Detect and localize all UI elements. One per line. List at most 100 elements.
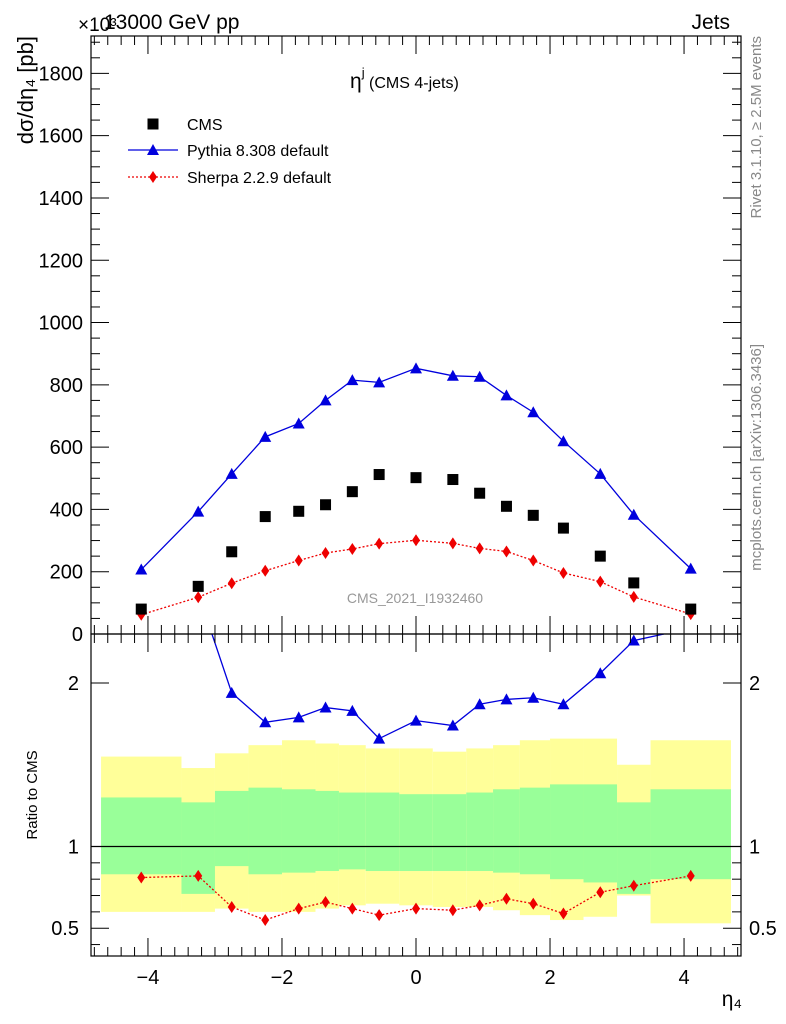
pythia-ratio-point — [557, 698, 570, 710]
pythia-ratio-point — [259, 716, 272, 728]
uncertainty-band-inner — [315, 790, 339, 872]
sherpa-point — [475, 542, 484, 555]
uncertainty-band-inner — [617, 802, 651, 894]
plot-title-suffix: (CMS 4-jets) — [365, 75, 459, 92]
x-tick-label: 2 — [544, 967, 555, 989]
x-tick-label: −4 — [137, 967, 160, 989]
cms-point — [226, 546, 238, 558]
sherpa-ratio-point — [412, 902, 420, 915]
uncertainty-band-inner — [365, 792, 400, 872]
ratio-panel: 0.5 0.5 1 1 2 2 −4 −2 0 2 4 — [51, 633, 777, 989]
x-tick-label: 0 — [410, 967, 421, 989]
y-tick-label: 1800 — [39, 63, 84, 85]
pythia-point — [627, 508, 640, 520]
ratio-y-tick-label-left: 2 — [68, 673, 79, 695]
pythia-point — [192, 505, 205, 517]
sherpa-point — [261, 564, 270, 577]
pythia-ratio-point — [373, 732, 386, 744]
main-y-axis-title: dσ/dη₄ [pb] — [13, 36, 38, 144]
legend-label: CMS — [187, 117, 223, 134]
sherpa-ratio-point — [227, 900, 236, 913]
plot-title-main: η — [350, 70, 362, 93]
ratio-plot-area — [91, 634, 741, 927]
uncertainty-band-inner — [466, 792, 494, 872]
sherpa-point — [529, 554, 538, 567]
pythia-point — [319, 394, 332, 406]
y-tick-label: 1000 — [39, 313, 84, 335]
x-tick-label: 4 — [678, 967, 689, 989]
ratio-y-tick-label-right: 2 — [749, 673, 760, 695]
uncertainty-band-inner — [550, 784, 584, 880]
y-tick-label: 200 — [50, 562, 83, 584]
pythia-ratio-line — [154, 634, 665, 740]
sherpa-ratio-point — [348, 902, 357, 915]
ratio-y-tick-label-right: 0.5 — [749, 918, 777, 940]
process-label: 13000 GeV pp — [104, 11, 239, 34]
y-tick-label: 800 — [50, 375, 83, 397]
uncertainty-band-inner — [338, 792, 366, 870]
pythia-point — [473, 370, 486, 382]
ratio-frame — [90, 633, 742, 957]
sherpa-point — [448, 537, 457, 550]
cms-point — [628, 577, 640, 589]
sherpa-point — [559, 566, 568, 579]
y-tick-label: 1200 — [39, 250, 84, 272]
uncertainty-band-inner — [101, 797, 182, 875]
legend-pythia-marker — [147, 144, 159, 155]
pythia-point — [446, 369, 459, 381]
sherpa-point — [227, 577, 236, 590]
x-axis-title: η₄ — [722, 988, 742, 1011]
uncertainty-band-inner — [519, 787, 551, 875]
pythia-ratio-point — [346, 704, 359, 716]
sherpa-point — [348, 542, 357, 555]
cms-point — [527, 509, 539, 521]
main-panel: 0 200 400 600 800 1000 1200 1400 1600 1800 — [39, 35, 742, 646]
analysis-category: Jets — [691, 11, 730, 34]
y-tick-label: 600 — [50, 437, 83, 459]
uncertainty-band-inner — [432, 794, 467, 872]
cms-point — [557, 522, 569, 534]
cms-point — [474, 487, 486, 499]
mcplots-info: mcplots.cern.ch [arXiv:1306.3436] — [748, 344, 765, 571]
sherpa-ratio-point — [375, 909, 384, 922]
pythia-point — [135, 563, 148, 575]
cms-point — [594, 550, 606, 562]
pythia-ratio-point — [594, 667, 607, 679]
legend-cms-marker — [147, 118, 159, 130]
cms-point — [373, 469, 385, 481]
sherpa-ratio-point — [261, 914, 270, 927]
ratio-y-tick-label-left: 0.5 — [51, 918, 79, 940]
sherpa-ratio-point — [194, 869, 203, 882]
cms-point — [346, 486, 358, 498]
legend-label: Pythia 8.308 default — [187, 143, 329, 160]
pythia-point — [259, 430, 272, 442]
y-tick-label: 400 — [50, 499, 83, 521]
cms-point — [447, 474, 459, 486]
pythia-ratio-point — [500, 693, 513, 705]
y-tick-label: 0 — [72, 624, 83, 646]
cms-point — [500, 500, 512, 512]
sherpa-ratio-point — [529, 897, 538, 910]
cms-point — [135, 603, 147, 615]
plot-title-superscript: j — [361, 65, 365, 80]
legend-sherpa-marker — [149, 171, 157, 183]
uncertainty-band-inner — [650, 789, 731, 880]
sherpa-ratio-point — [596, 886, 605, 899]
cms-point — [320, 499, 332, 511]
pythia-ratio-point — [527, 691, 540, 703]
legend: CMS Pythia 8.308 default Sherpa 2.2.9 defa… — [128, 117, 332, 187]
uncertainty-band-inner — [248, 787, 282, 875]
pythia-point — [225, 467, 238, 479]
cms-point — [192, 580, 204, 592]
uncertainty-band-inner — [493, 789, 520, 873]
sherpa-ratio-point — [321, 896, 330, 909]
pythia-point — [594, 467, 607, 479]
y-tick-label: 1600 — [39, 126, 84, 148]
uncertainty-band-inner — [214, 790, 249, 867]
uncertainty-band-inner — [281, 789, 316, 873]
sherpa-ratio-point — [475, 899, 484, 912]
sherpa-ratio-point — [448, 904, 457, 917]
sherpa-point — [412, 534, 420, 547]
cms-point — [293, 505, 305, 517]
